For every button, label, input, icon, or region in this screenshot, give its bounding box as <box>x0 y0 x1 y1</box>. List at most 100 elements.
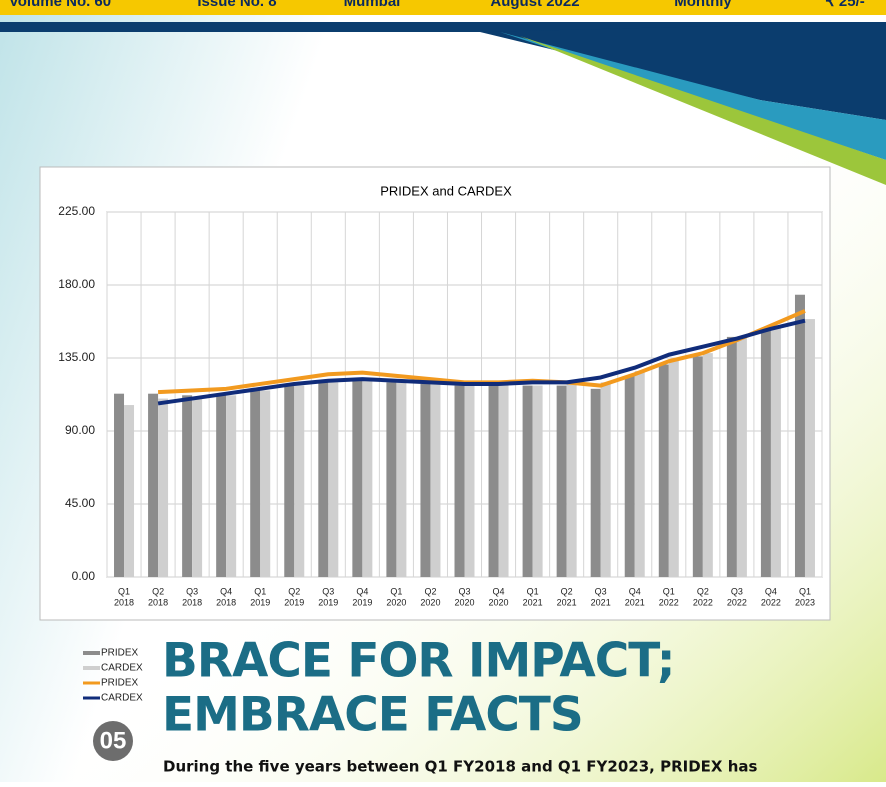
bar <box>522 385 533 577</box>
bar <box>318 382 329 577</box>
x-tick-label: 2022 <box>693 597 713 607</box>
bar <box>590 388 601 577</box>
header: Volume No. 60 Issue No. 8 Mumbai August 202… <box>9 0 865 10</box>
number-badge <box>93 721 133 761</box>
x-tick-label: 2018 <box>148 597 168 607</box>
bar <box>692 356 703 577</box>
x-tick-label: 2018 <box>114 597 134 607</box>
legend-label: CARDEX <box>101 663 143 674</box>
bar <box>634 370 645 577</box>
y-tick-label: 225.00 <box>58 204 95 218</box>
x-tick-label: 2018 <box>182 597 202 607</box>
x-tick-label: Q2 <box>152 586 164 596</box>
x-tick-label: 2022 <box>659 597 679 607</box>
x-tick-label: 2023 <box>795 597 815 607</box>
bar <box>498 385 509 577</box>
x-tick-label: 2022 <box>761 597 781 607</box>
bar <box>158 398 169 577</box>
x-tick-label: 2021 <box>625 597 645 607</box>
bar <box>488 385 499 577</box>
x-tick-label: Q2 <box>697 586 709 596</box>
x-tick-label: Q3 <box>595 586 607 596</box>
y-tick-label: 45.00 <box>65 496 95 510</box>
bar <box>726 336 737 577</box>
band <box>520 36 886 185</box>
x-tick-label: Q1 <box>799 586 811 596</box>
x-tick-label: 2019 <box>284 597 304 607</box>
bar <box>396 382 407 577</box>
bar <box>362 380 373 577</box>
bar <box>124 405 135 577</box>
bar <box>182 395 193 577</box>
x-tick-label: Q3 <box>322 586 334 596</box>
bar <box>192 396 203 577</box>
x-tick-label: Q2 <box>424 586 436 596</box>
x-tick-label: Q1 <box>118 586 130 596</box>
legend: PRIDEX CARDEX PRIDEX CARDEX <box>83 648 143 704</box>
x-tick-label: 2018 <box>216 597 236 607</box>
x-tick-label: Q1 <box>527 586 539 596</box>
x-tick-label: 2019 <box>250 597 270 607</box>
chart-title: PRIDEX and CARDEX <box>380 183 512 198</box>
bar <box>770 327 781 577</box>
x-tick-label: Q3 <box>458 586 470 596</box>
bar <box>294 385 305 577</box>
bar <box>794 294 805 577</box>
header-item: Volume No. 60 <box>9 0 111 10</box>
bar <box>352 380 363 577</box>
x-tick-label: Q4 <box>356 586 368 596</box>
bar <box>430 383 441 577</box>
bar <box>736 336 747 577</box>
x-tick-label: 2019 <box>352 597 372 607</box>
bar <box>284 385 295 577</box>
bar <box>556 385 567 577</box>
stripe <box>0 22 886 32</box>
x-tick-label: 2020 <box>489 597 509 607</box>
bar <box>250 388 261 577</box>
article-number: 05 <box>100 727 127 754</box>
bar <box>600 382 611 577</box>
bar <box>260 390 271 577</box>
y-tick-label: 0.00 <box>72 569 96 583</box>
x-tick-label: 2021 <box>523 597 543 607</box>
x-tick-label: Q1 <box>663 586 675 596</box>
x-tick-label: 2019 <box>318 597 338 607</box>
bar <box>226 395 237 577</box>
header-item: Mumbai <box>344 0 401 10</box>
header-item: Monthly <box>674 0 732 10</box>
x-tick-label: 2021 <box>557 597 577 607</box>
bar <box>566 383 577 577</box>
headline: BRACE FOR IMPACT; <box>162 634 675 689</box>
bar <box>114 393 125 577</box>
bar <box>328 382 339 577</box>
bar <box>702 353 713 577</box>
x-tick-label: 2021 <box>591 597 611 607</box>
header-item: Issue No. 8 <box>197 0 276 10</box>
bar <box>454 385 465 577</box>
x-tick-label: 2020 <box>420 597 440 607</box>
line <box>157 318 806 406</box>
body-text: During the five years between Q1 FY2018 … <box>163 758 757 776</box>
x-tick-label: 2020 <box>454 597 474 607</box>
x-tick-label: Q4 <box>765 586 777 596</box>
y-tick-label: 135.00 <box>58 350 95 364</box>
legend-label: PRIDEX <box>101 648 139 659</box>
x-tick-label: Q2 <box>288 586 300 596</box>
header-item: ₹ 25/- <box>825 0 865 10</box>
bar <box>624 375 635 577</box>
legend-swatch <box>83 666 100 670</box>
bar <box>420 383 431 577</box>
bar <box>386 382 397 577</box>
chart: 0.0045.0090.00135.00180.00225.00Q12018Q2… <box>58 204 823 607</box>
x-tick-label: Q1 <box>254 586 266 596</box>
bar <box>216 393 227 577</box>
bar <box>804 319 815 577</box>
legend-label: CARDEX <box>101 693 143 704</box>
x-tick-label: 2022 <box>727 597 747 607</box>
headline: EMBRACE FACTS <box>162 688 583 743</box>
bar <box>658 364 669 577</box>
x-tick-label: 2020 <box>386 597 406 607</box>
bar <box>464 385 475 577</box>
x-tick-label: Q2 <box>561 586 573 596</box>
